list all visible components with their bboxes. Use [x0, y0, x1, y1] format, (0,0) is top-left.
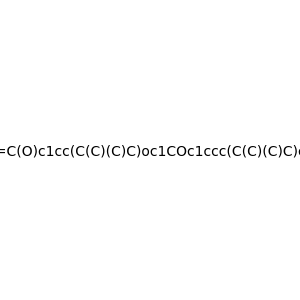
- Text: O=C(O)c1cc(C(C)(C)C)oc1COc1ccc(C(C)(C)C)cc1: O=C(O)c1cc(C(C)(C)C)oc1COc1ccc(C(C)(C)C)…: [0, 145, 300, 158]
